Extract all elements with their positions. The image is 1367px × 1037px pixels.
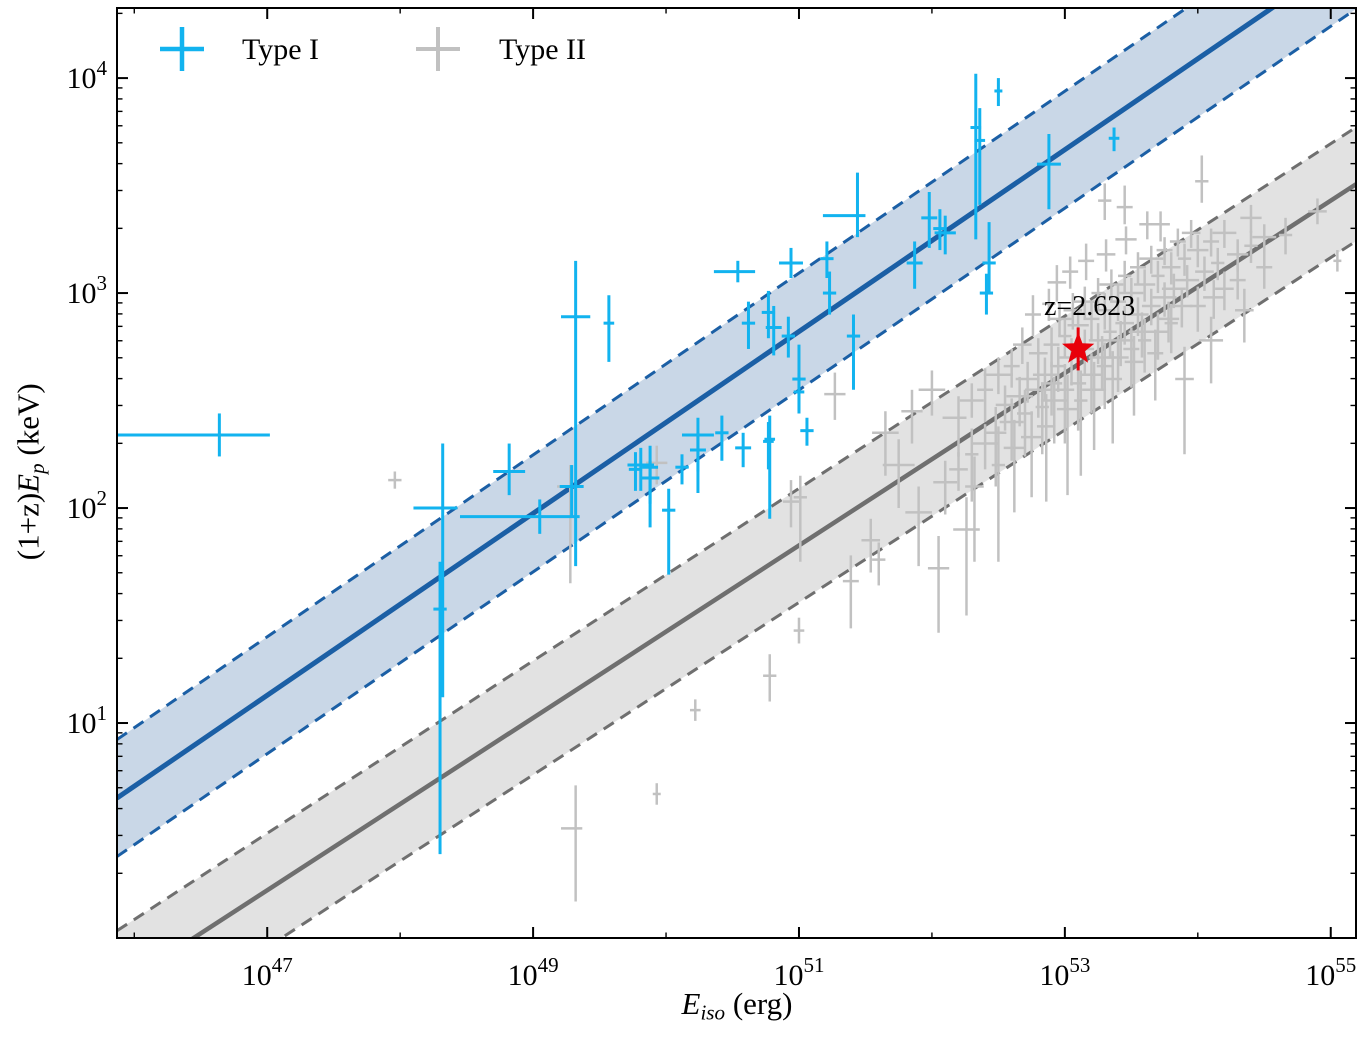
type2-confidence-band <box>117 127 1356 938</box>
y-tick-label: 101 <box>67 701 108 740</box>
type2-band-edge-dashed <box>278 239 1356 938</box>
star-icon <box>1062 332 1095 363</box>
x-tick-label: 1049 <box>508 953 559 992</box>
x-tick-label: 1055 <box>1305 953 1356 992</box>
type2-best-fit-line <box>189 182 1356 938</box>
type2-band-edge-dashed <box>117 126 1356 932</box>
type1-best-fit-line <box>117 8 1277 801</box>
y-tick-label: 102 <box>67 486 108 525</box>
y-tick-label: 104 <box>67 56 108 95</box>
x-tick-label: 1053 <box>1039 953 1090 992</box>
plot-area <box>117 8 1356 938</box>
type1-band-edge-dashed <box>117 8 1356 858</box>
x-tick-label: 1051 <box>773 953 824 992</box>
plot-spines <box>116 7 1357 939</box>
y-tick-label: 103 <box>67 271 108 310</box>
x-tick-label: 1047 <box>242 953 293 992</box>
type1-points <box>117 73 1120 855</box>
type1-band-edge-dashed <box>117 8 1190 741</box>
highlight-grb <box>1062 327 1095 371</box>
